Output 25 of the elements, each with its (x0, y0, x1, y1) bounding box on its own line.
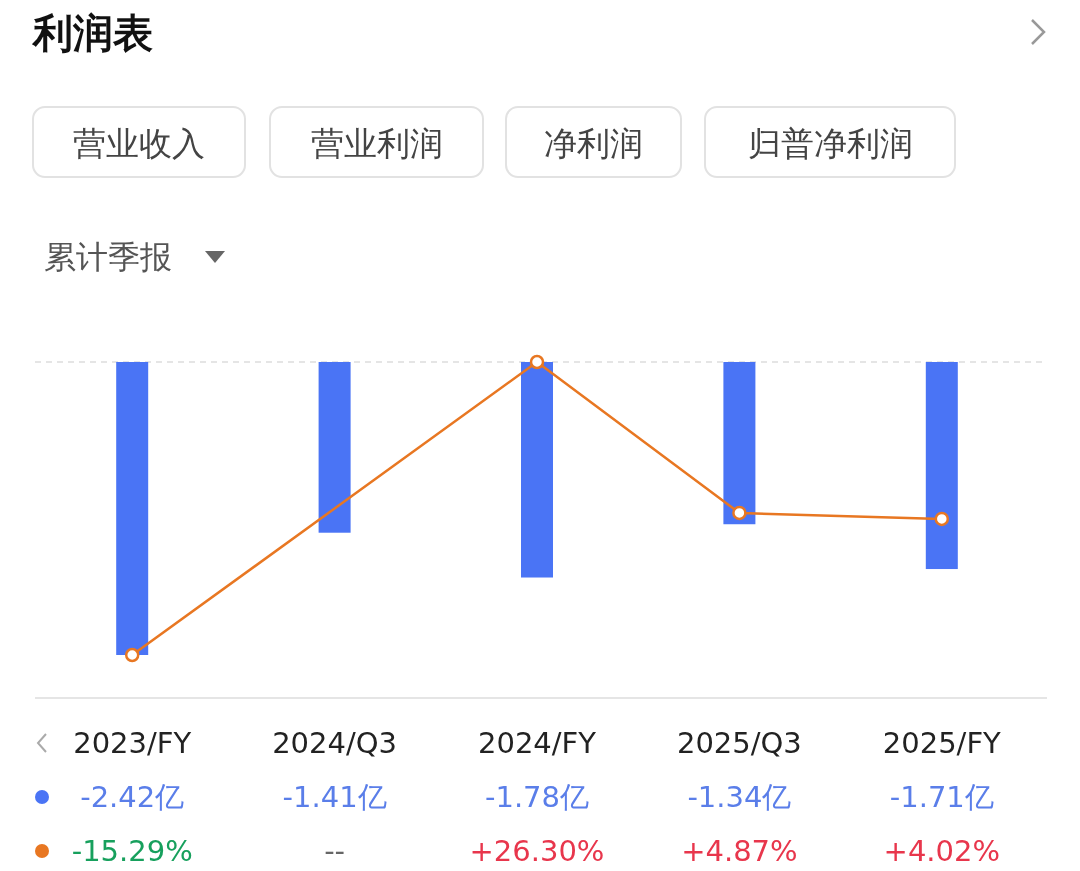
data-label: +26.30% (469, 834, 605, 868)
data-label: -2.42亿 (80, 780, 185, 814)
text: 净利润 (544, 123, 643, 163)
data-label: +4.87% (681, 834, 798, 868)
text: 累计季报 (44, 238, 172, 276)
data-label: +4.02% (883, 834, 1001, 868)
data-label: -1.71亿 (889, 780, 994, 814)
text: 归普净利润 (747, 123, 913, 163)
x-tick-label: 2024/FY (478, 726, 597, 760)
chart-title: 利润表 (31, 10, 153, 56)
point (732, 505, 747, 521)
point (124, 647, 140, 663)
text: -- (324, 834, 346, 868)
x-tick-label: 2024/Q3 (272, 726, 398, 760)
data-label: -15.29% (71, 834, 193, 868)
data-label: -1.78亿 (484, 780, 590, 814)
data-label: -1.41亿 (282, 780, 387, 814)
text: 营业利润 (310, 123, 443, 163)
data-label: -1.34亿 (687, 780, 792, 814)
point (529, 354, 545, 370)
point (934, 511, 950, 527)
x-tick-label: 2025/Q3 (676, 726, 802, 760)
text: 营业收入 (73, 123, 205, 163)
x-tick-label: 2023/FY (73, 726, 192, 760)
x-tick-label: 2025/FY (882, 726, 1002, 760)
